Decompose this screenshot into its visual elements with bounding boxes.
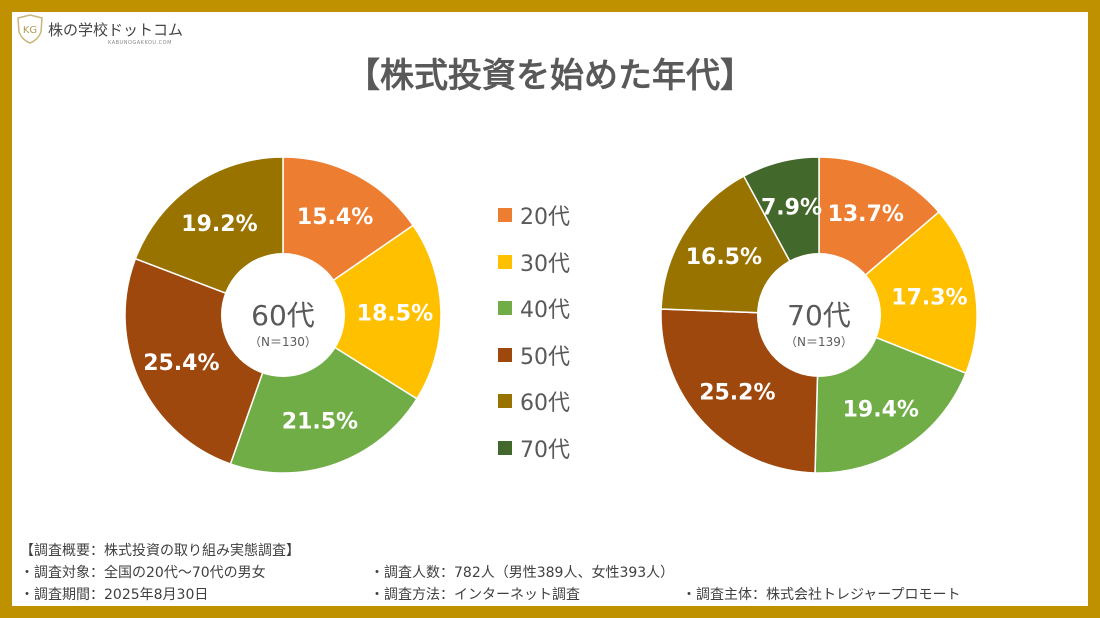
notes-method: ・調査方法：インターネット調査 [370,587,580,603]
pie-slice-30代 [281,224,442,400]
legend-label: 40代 [520,298,570,324]
legend-swatch [498,208,512,223]
legend-item: 50代 [498,332,570,379]
data-label: 19.4% [843,397,919,422]
data-label: 7.9% [761,195,822,220]
legend-label: 50代 [520,344,570,370]
data-label: 13.7% [828,202,904,227]
notes-heading: 【調査概要：株式投資の取り組み実態調査】 [20,543,300,559]
legend-swatch [498,394,512,409]
data-label: 21.5% [282,410,358,435]
data-label: 15.4% [297,205,373,230]
center-sublabel: （N＝130） [249,335,317,349]
logo-shield-icon: KG [17,14,43,44]
center-label: 60代 [251,299,315,332]
donut-hole [757,253,881,377]
data-label: 16.5% [686,245,762,270]
legend-item: 30代 [498,239,570,286]
data-label: 25.2% [699,381,775,406]
data-label: 17.3% [891,285,967,310]
pie-slice-30代 [817,210,978,375]
legend-label: 70代 [520,437,570,463]
logo-text: 株の学校ドットコム [48,20,184,39]
svg-text:KG: KG [23,25,37,36]
legend-swatch [498,301,512,316]
data-label: 25.4% [143,351,219,376]
legend-label: 60代 [520,391,570,417]
legend-item: 70代 [498,425,570,472]
logo-subtext: KABUNOGAKKOU.COM [108,40,172,46]
notes-sponsor: ・調査主体：株式会社トレジャープロモート [682,587,961,603]
notes-target: ・調査対象：全国の20代～70代の男女 [20,565,266,581]
legend-item: 40代 [498,285,570,332]
legend-item: 20代 [498,192,570,239]
legend-label: 20代 [520,205,570,231]
page-title: 【株式投資を始めた年代】 [346,56,754,96]
legend-swatch [498,347,512,362]
notes-count: ・調査人数：782人（男性389人、女性393人） [370,565,675,581]
notes-period: ・調査期間：2025年8月30日 [20,587,209,603]
donut-hole [221,253,345,377]
legend-swatch [498,440,512,455]
data-label: 18.5% [357,302,433,327]
data-label: 19.2% [181,212,257,237]
logo: KG 株の学校ドットコム KABUNOGAKKOU.COM [16,14,184,46]
legend: 20代 30代 40代 50代 60代 70代 [498,192,570,471]
center-label: 70代 [787,299,851,332]
survey-notes: 【調査概要：株式投資の取り組み実態調査】 ・調査対象：全国の20代～70代の男女… [20,540,960,606]
center-sublabel: （N＝139） [785,335,853,349]
legend-label: 30代 [520,251,570,277]
legend-item: 60代 [498,378,570,425]
legend-swatch [498,254,512,269]
